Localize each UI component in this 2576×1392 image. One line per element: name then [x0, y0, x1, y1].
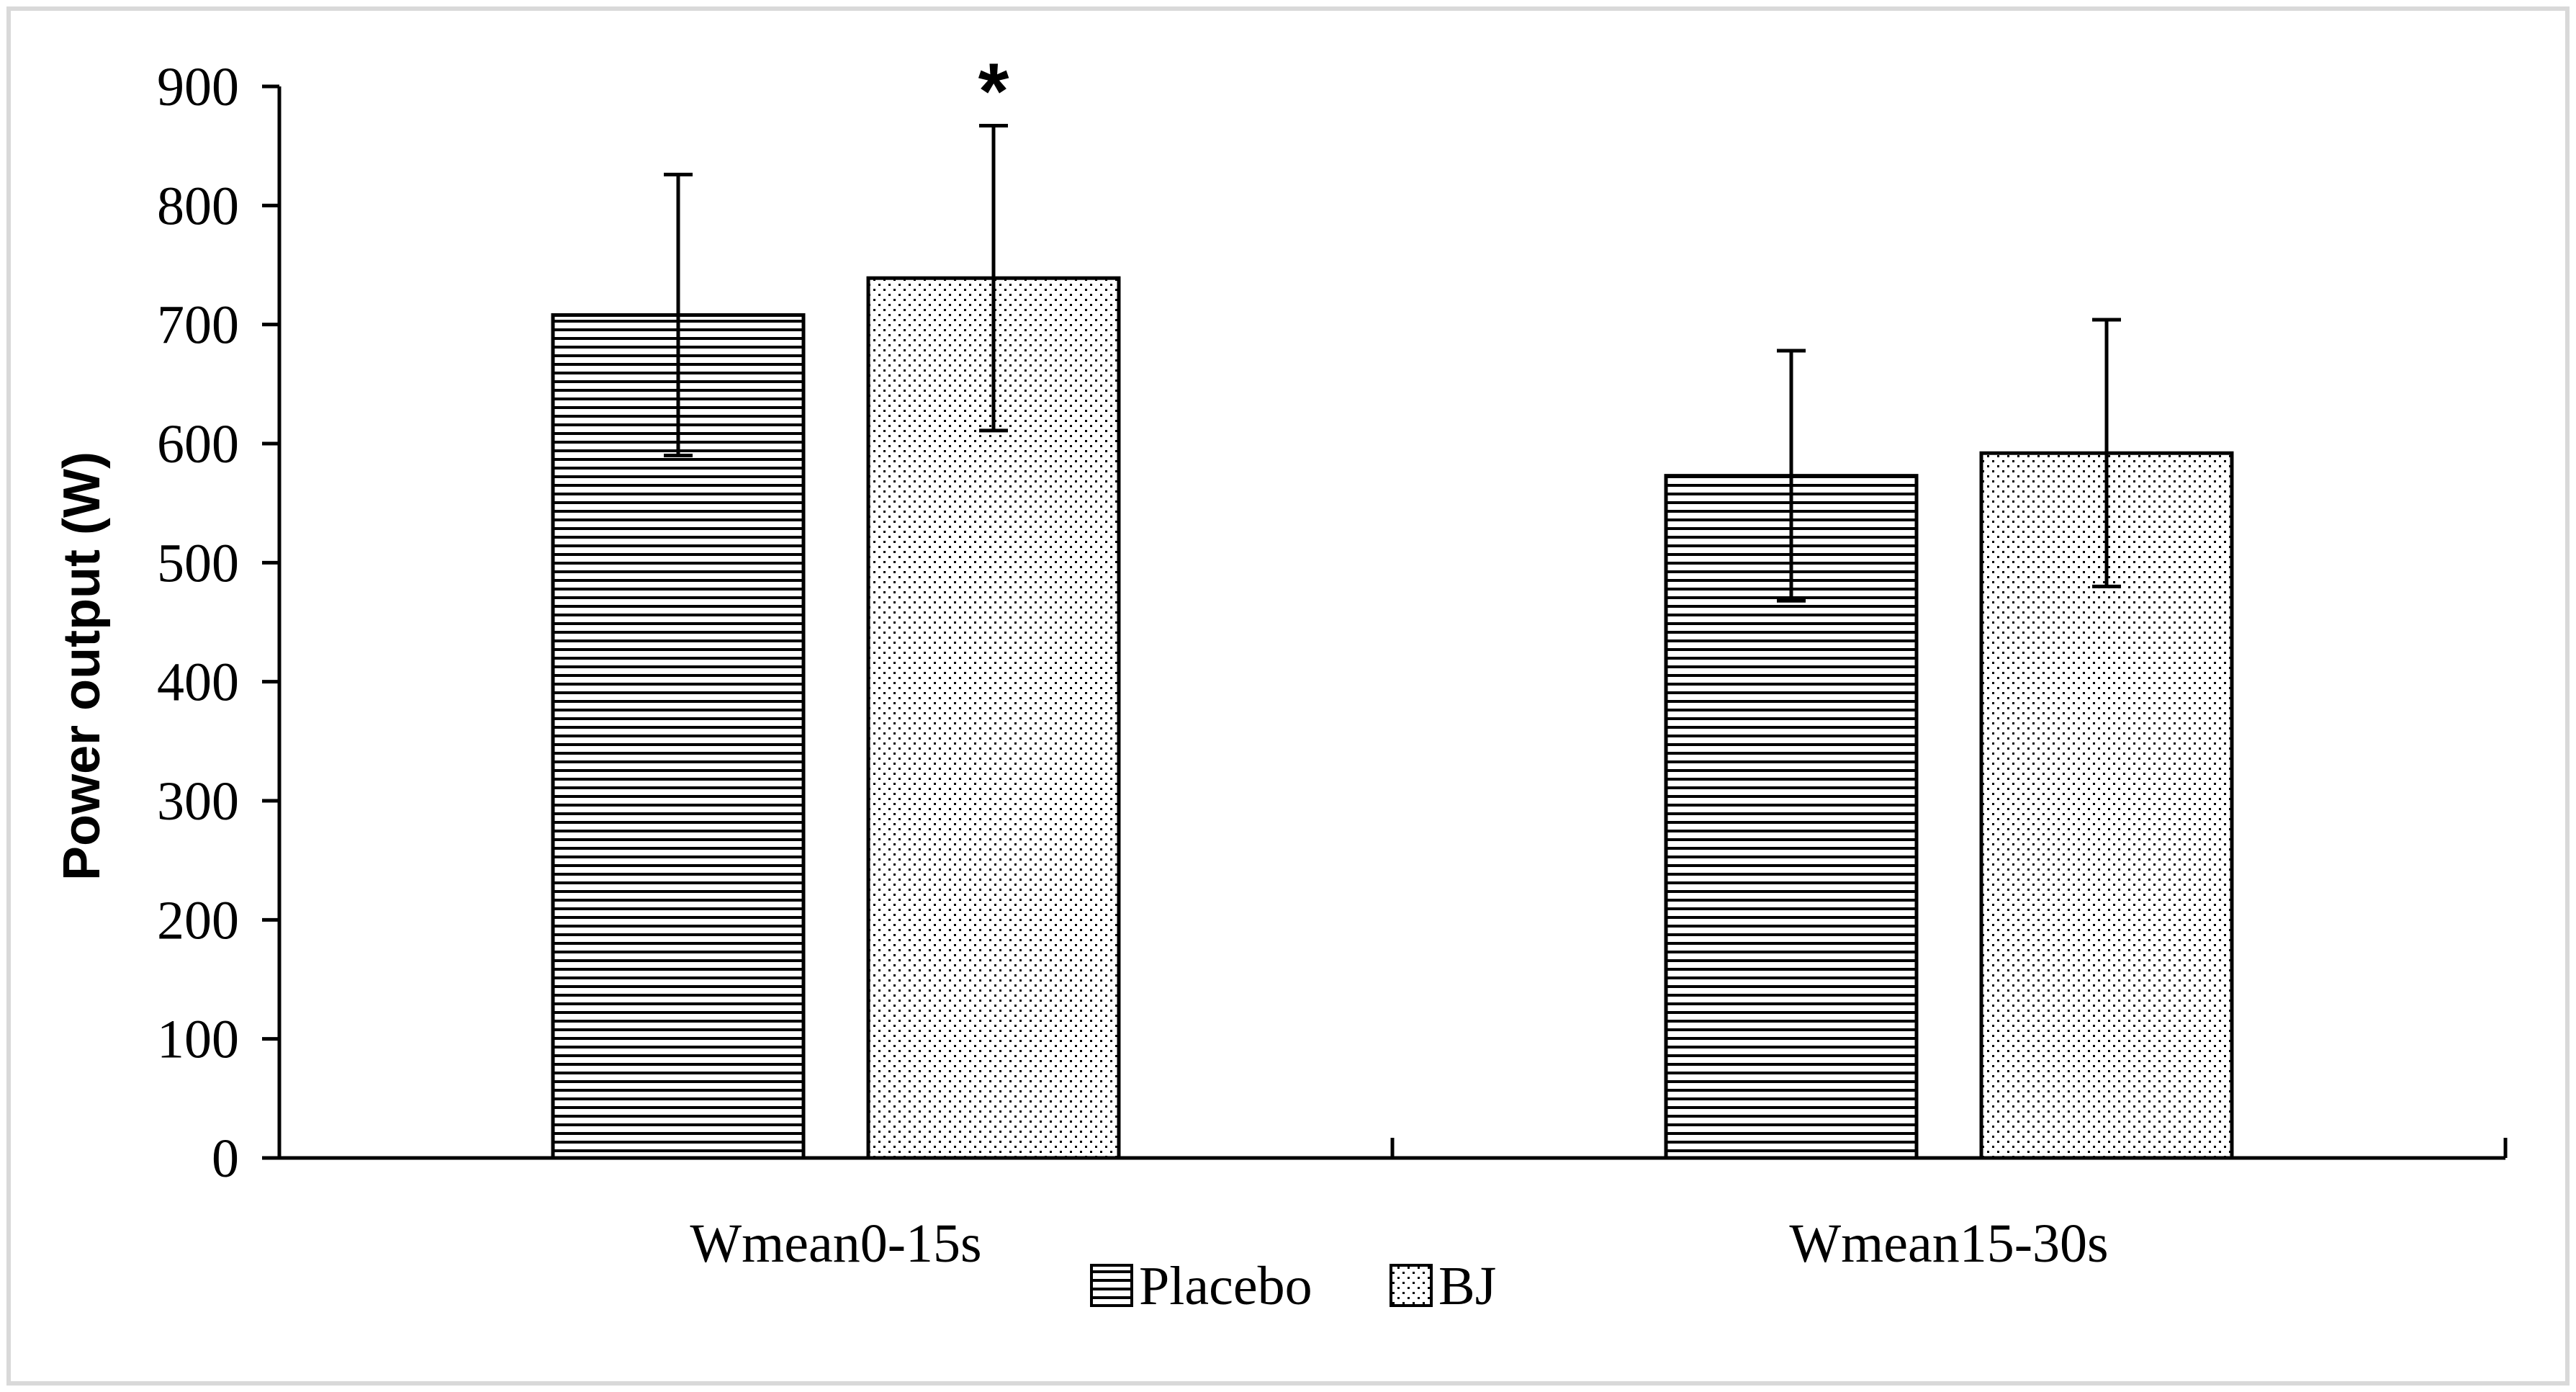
legend-label-placebo: Placebo [1139, 1256, 1312, 1316]
y-tick-label: 800 [157, 176, 239, 236]
y-tick-label: 700 [157, 295, 239, 356]
significance-asterisk: * [978, 48, 1009, 136]
y-tick-label: 400 [157, 652, 239, 713]
y-tick-label: 0 [212, 1128, 239, 1189]
legend-swatch-placebo [1090, 1264, 1133, 1307]
y-tick-label: 600 [157, 414, 239, 475]
y-axis-title: Power output (W) [53, 452, 111, 881]
x-category-label: Wmean15-30s [1789, 1213, 2108, 1274]
y-tick-label: 300 [157, 771, 239, 832]
y-tick-label: 100 [157, 1010, 239, 1070]
y-tick-label: 200 [157, 890, 239, 951]
y-tick-label: 900 [157, 57, 239, 117]
y-tick-label: 500 [157, 533, 239, 593]
x-category-label: Wmean0-15s [690, 1213, 981, 1274]
legend-label-bj: BJ [1438, 1256, 1496, 1316]
legend-swatch-bj [1390, 1264, 1433, 1307]
